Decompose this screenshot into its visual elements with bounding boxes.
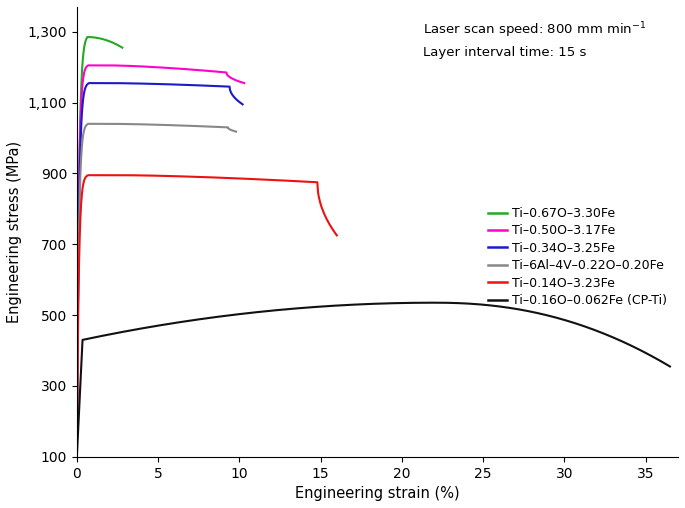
Y-axis label: Engineering stress (MPa): Engineering stress (MPa) xyxy=(7,141,22,323)
Text: Laser scan speed: 800 mm min$^{-1}$
Layer interval time: 15 s: Laser scan speed: 800 mm min$^{-1}$ Laye… xyxy=(423,20,646,59)
X-axis label: Engineering strain (%): Engineering strain (%) xyxy=(295,486,460,501)
Legend: Ti–0.67O–3.30Fe, Ti–0.50O–3.17Fe, Ti–0.34O–3.25Fe, Ti–6Al–4V–0.22O–0.20Fe, Ti–0.: Ti–0.67O–3.30Fe, Ti–0.50O–3.17Fe, Ti–0.3… xyxy=(483,202,672,312)
